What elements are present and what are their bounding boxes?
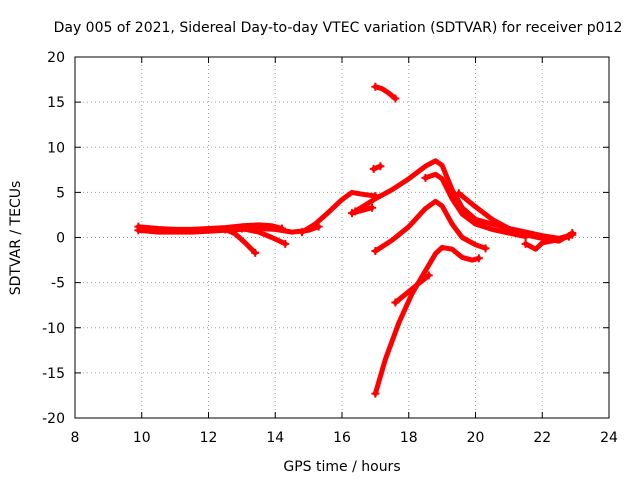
series-point-marker [348,209,357,218]
x-tick-label: 16 [333,430,351,446]
series-arc-dip-14 [239,226,288,247]
x-tick-label: 24 [600,430,618,446]
x-tick-label: 14 [266,430,284,446]
y-tick-label: -15 [42,366,65,382]
x-tick-label: 20 [467,430,485,446]
x-tick-label: 8 [71,430,80,446]
y-tick-label: -5 [51,276,65,292]
series-point-marker [368,203,377,212]
series-point-marker [391,298,400,307]
series-point-marker [424,271,433,280]
x-tick-label: 10 [133,430,151,446]
y-tick-label: 5 [56,185,65,201]
series-point-marker [376,162,385,171]
series-point-marker [371,82,380,91]
series-arc-dip-13 [222,226,258,256]
series-arc-main-low [135,224,322,235]
data-series [134,82,577,398]
y-tick-label: -10 [42,321,65,337]
series-arc-main-high [135,222,285,232]
series-point-marker [474,254,483,263]
series-point-marker [454,189,463,198]
series-point-marker [221,225,230,234]
y-tick-label: 10 [47,140,65,156]
series-point-marker [237,224,246,233]
series-point-marker [521,239,530,248]
chart-title: Day 005 of 2021, Sidereal Day-to-day VTE… [54,20,623,36]
x-axis-label: GPS time / hours [283,459,400,475]
x-tick-label: 22 [533,430,551,446]
series-point-marker [371,389,380,398]
series-arc-rise-16 [299,189,378,235]
series-arc-upper [352,158,575,241]
series-point-marker [391,94,400,103]
series-point-marker [481,244,490,253]
y-tick-label: 15 [47,95,65,111]
series-point-marker [371,247,380,256]
y-tick-label: -20 [42,411,65,427]
y-tick-label: 0 [56,231,65,247]
x-tick-label: 18 [400,430,418,446]
series-point-marker [297,228,306,237]
series-point-marker [134,222,143,231]
series-arc-upper-short [422,171,529,240]
y-tick-labels: -20 -15 -10 -5 0 5 10 15 20 [42,50,65,427]
y-tick-label: 20 [47,50,65,66]
series-point-marker [251,248,260,257]
series-point-marker [281,239,290,248]
series-point-marker [564,232,573,241]
series-arc-lower [372,244,482,397]
y-axis-label: SDTVAR / TECUs [8,181,24,296]
axis-ticks [74,56,610,419]
x-tick-label: 12 [200,430,218,446]
x-tick-labels: 8 10 12 14 16 18 20 22 24 [71,430,618,446]
series-arc-lower-branch [392,272,432,305]
series-point-marker [369,164,378,173]
series-arc-middle [372,198,488,254]
series-arc-late-dip [523,234,572,252]
series-point-marker [421,173,430,182]
series-point-marker [277,224,286,233]
